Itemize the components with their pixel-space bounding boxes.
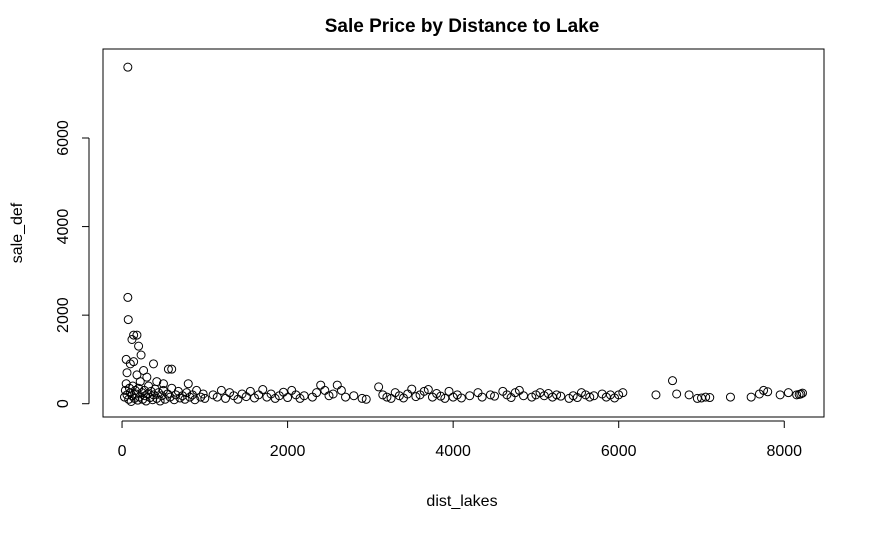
point xyxy=(705,393,715,403)
point xyxy=(183,379,193,389)
point xyxy=(456,393,466,403)
point xyxy=(725,392,735,402)
point xyxy=(651,390,661,400)
point xyxy=(485,390,495,400)
point xyxy=(510,388,520,398)
point xyxy=(126,397,136,407)
point xyxy=(407,384,417,394)
point xyxy=(158,379,168,389)
point xyxy=(618,388,628,398)
point xyxy=(185,392,195,402)
x-tick-label: 4000 xyxy=(435,443,471,460)
point xyxy=(589,391,599,401)
point xyxy=(361,394,371,404)
x-axis-label: dist_lakes xyxy=(426,493,497,510)
point xyxy=(134,341,144,351)
point xyxy=(142,372,152,382)
point xyxy=(328,389,338,399)
point xyxy=(283,393,293,403)
x-tick-label: 2000 xyxy=(270,443,306,460)
point xyxy=(125,359,135,369)
point xyxy=(122,368,132,378)
point xyxy=(684,390,694,400)
point xyxy=(120,385,130,395)
point xyxy=(324,391,334,401)
point xyxy=(794,389,804,399)
point xyxy=(775,390,785,400)
point xyxy=(746,392,756,402)
point xyxy=(180,394,190,404)
point xyxy=(349,391,359,401)
point xyxy=(374,382,384,392)
point xyxy=(123,62,133,72)
point xyxy=(382,392,392,402)
point xyxy=(167,364,177,374)
y-tick-label: 4000 xyxy=(55,209,72,245)
point xyxy=(411,392,421,402)
point xyxy=(568,391,578,401)
x-tick-label: 0 xyxy=(118,443,127,460)
point xyxy=(556,391,566,401)
point xyxy=(527,392,537,402)
point xyxy=(552,390,562,400)
point xyxy=(153,388,163,398)
point xyxy=(394,391,404,401)
point xyxy=(783,388,793,398)
point xyxy=(216,385,226,395)
point xyxy=(200,393,210,403)
point xyxy=(198,389,208,399)
point xyxy=(145,393,155,403)
point xyxy=(336,385,346,395)
x-tick-label: 6000 xyxy=(601,443,637,460)
point xyxy=(175,393,185,403)
point xyxy=(436,391,446,401)
point xyxy=(759,385,769,395)
point xyxy=(137,388,147,398)
y-tick-label: 0 xyxy=(55,399,72,408)
point xyxy=(155,396,165,406)
point xyxy=(668,376,678,386)
point xyxy=(136,350,146,360)
point xyxy=(160,394,170,404)
chart-title: Sale Price by Distance to Lake xyxy=(325,16,600,37)
point xyxy=(490,391,500,401)
y-axis-label: sale_def xyxy=(9,202,26,263)
y-tick-label: 2000 xyxy=(55,297,72,333)
point xyxy=(672,389,682,399)
point xyxy=(245,386,255,396)
point xyxy=(129,330,139,340)
point xyxy=(131,389,141,399)
y-tick-label: 6000 xyxy=(55,120,72,156)
point xyxy=(763,387,773,397)
point xyxy=(465,391,475,401)
plot-box xyxy=(102,48,825,418)
point xyxy=(163,364,173,374)
x-tick-label: 8000 xyxy=(766,443,802,460)
point xyxy=(169,395,179,405)
point xyxy=(132,330,142,340)
point xyxy=(127,335,137,345)
point xyxy=(128,381,138,391)
point xyxy=(419,386,429,396)
point xyxy=(378,390,388,400)
point xyxy=(312,388,322,398)
point xyxy=(477,392,487,402)
point xyxy=(614,390,624,400)
point xyxy=(190,395,200,405)
point xyxy=(135,377,145,387)
point xyxy=(123,315,133,325)
point xyxy=(701,392,711,402)
point xyxy=(576,388,586,398)
point xyxy=(258,385,268,395)
point xyxy=(123,292,133,302)
point xyxy=(423,385,433,395)
point xyxy=(196,392,206,402)
point xyxy=(585,392,595,402)
point xyxy=(357,393,367,403)
point xyxy=(208,390,218,400)
point xyxy=(148,359,158,369)
